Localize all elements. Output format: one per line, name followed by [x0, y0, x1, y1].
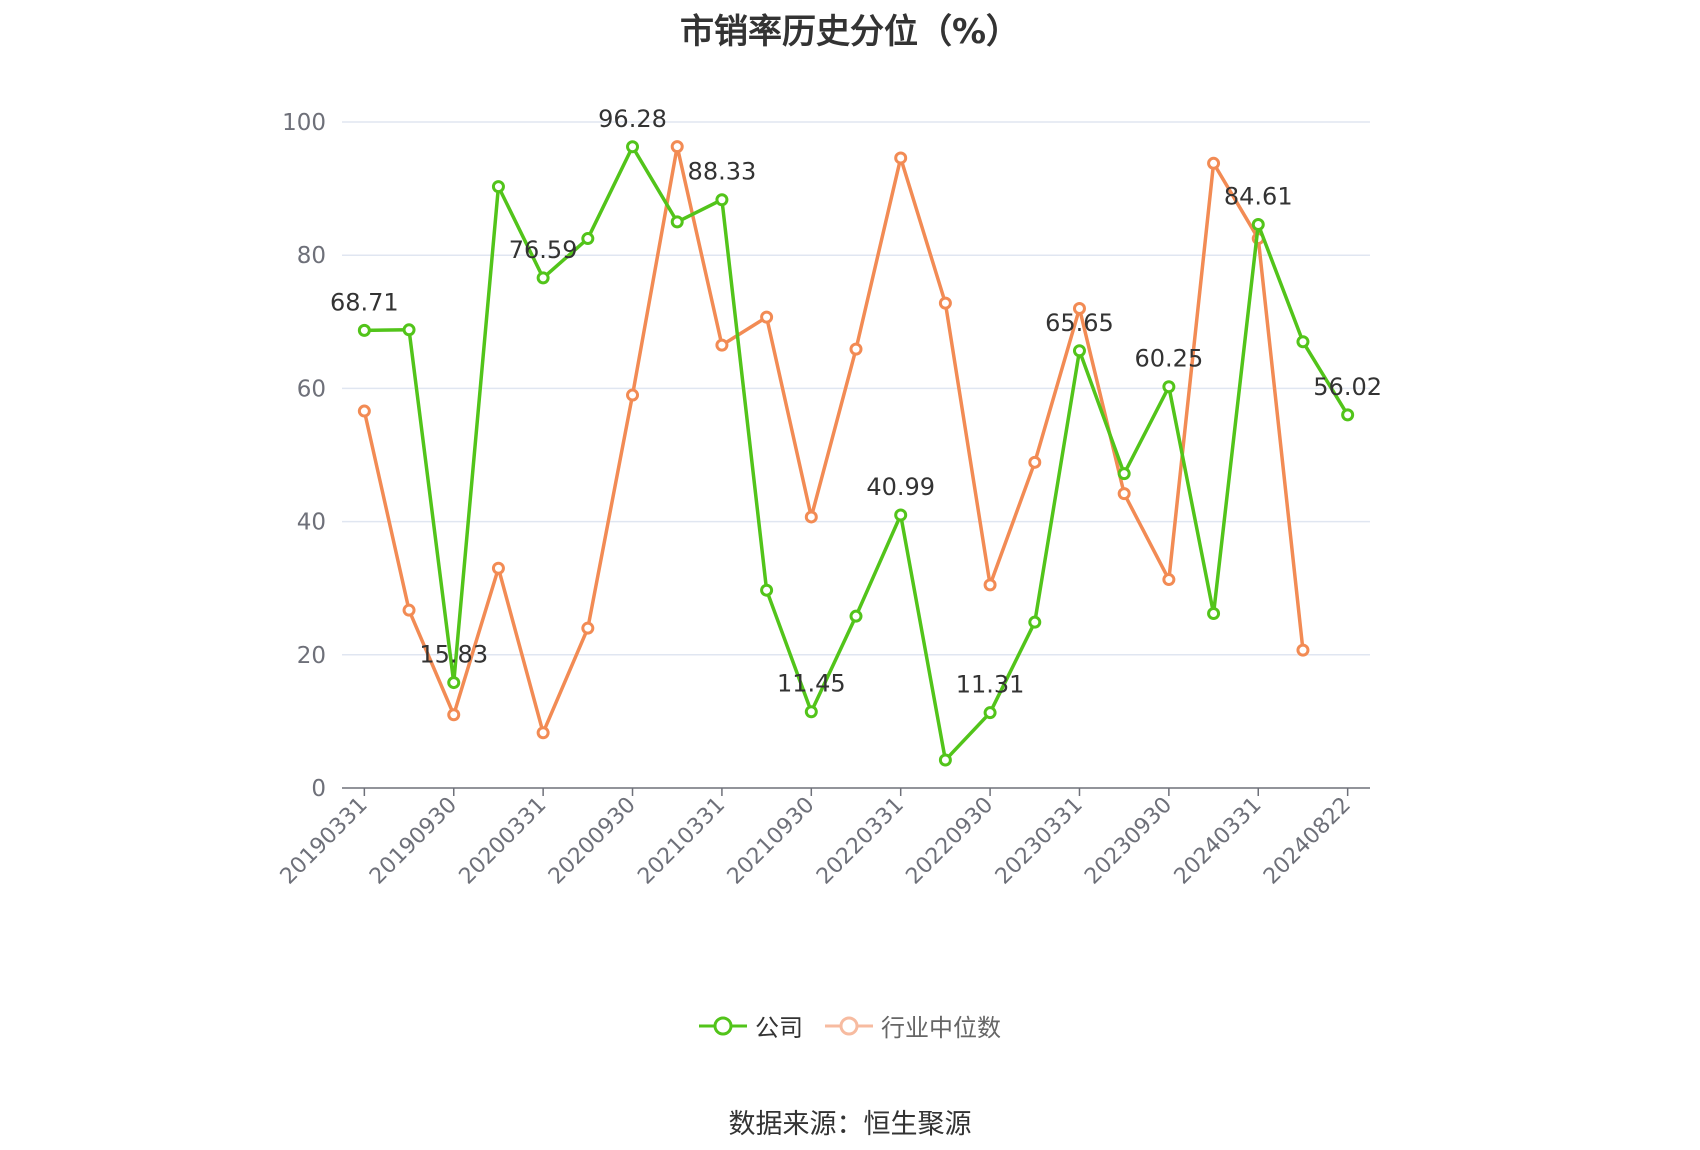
data-point: [491, 561, 505, 575]
x-tick-label: 20230331: [991, 793, 1088, 890]
data-point: [670, 140, 684, 154]
data-label: 40.99: [866, 473, 935, 501]
legend-label-company: 公司: [755, 1014, 803, 1042]
x-tick-label: 20190331: [276, 793, 373, 890]
x-tick-label: 20200930: [544, 793, 641, 890]
data-point: [670, 215, 684, 229]
chart-title: 市销率历史分位（%）: [679, 12, 1021, 52]
y-tick-label: 80: [297, 243, 326, 269]
data-point: [894, 151, 908, 165]
data-label: 56.02: [1313, 373, 1382, 401]
x-tick-label: 20220331: [812, 793, 909, 890]
data-labels: 68.71 15.83 76.59 96.28 88.33 11.45 40.99 11.31…: [330, 105, 1382, 699]
data-point: [357, 323, 371, 337]
data-point: [1117, 467, 1131, 481]
data-point: [581, 621, 595, 635]
data-point: [1117, 487, 1131, 501]
data-point: [894, 508, 908, 522]
data-point: [715, 193, 729, 207]
data-point: [402, 603, 416, 617]
data-point: [1028, 615, 1042, 629]
y-tick-label: 60: [297, 376, 326, 402]
data-point: [536, 271, 550, 285]
data-point: [536, 726, 550, 740]
y-tick-label: 20: [297, 643, 326, 669]
data-point: [626, 140, 640, 154]
data-point: [1207, 156, 1221, 170]
data-label: 84.61: [1224, 182, 1293, 210]
data-point: [849, 342, 863, 356]
data-point: [804, 510, 818, 524]
data-point: [804, 705, 818, 719]
grid-lines: [342, 121, 1370, 656]
series-line: [362, 144, 1305, 735]
data-point: [357, 404, 371, 418]
data-point: [1296, 643, 1310, 657]
data-point: [715, 338, 729, 352]
data-point: [1028, 455, 1042, 469]
series-lines: [357, 140, 1355, 767]
x-tick-label: 20190930: [365, 793, 462, 890]
data-point: [983, 578, 997, 592]
x-tick-label: 20240331: [1170, 793, 1267, 890]
data-point: [1296, 335, 1310, 349]
data-label: 88.33: [688, 158, 757, 186]
data-point: [849, 609, 863, 623]
data-point: [491, 180, 505, 194]
legend-marker-company: [699, 1016, 747, 1035]
legend-item-industry-median[interactable]: 行业中位数: [825, 1008, 1001, 1043]
data-label: 60.25: [1135, 345, 1204, 373]
data-point: [626, 388, 640, 402]
data-label: 65.65: [1045, 309, 1114, 337]
x-tick-label: 20230930: [1080, 793, 1177, 890]
data-point: [1072, 301, 1086, 315]
data-label: 11.45: [777, 670, 846, 698]
y-tick-label: 100: [282, 110, 326, 136]
data-point: [402, 323, 416, 337]
legend-label-industry-median: 行业中位数: [881, 1014, 1001, 1042]
data-point: [1251, 217, 1265, 231]
source-note: 数据来源：恒生聚源: [728, 1109, 972, 1140]
data-point: [1162, 380, 1176, 394]
x-tick-label: 20220930: [901, 793, 998, 890]
data-point: [760, 310, 774, 324]
data-point: [938, 753, 952, 767]
data-label: 68.71: [330, 288, 399, 316]
data-point: [447, 676, 461, 690]
data-label: 15.83: [419, 641, 488, 669]
y-tick-label: 0: [311, 776, 326, 802]
data-label: 96.28: [598, 105, 667, 133]
data-point: [1072, 344, 1086, 358]
data-point: [1162, 573, 1176, 587]
x-tick-label: 20240822: [1259, 793, 1356, 890]
data-point: [760, 583, 774, 597]
data-label: 11.31: [956, 671, 1025, 699]
x-tick-label: 20210930: [723, 793, 820, 890]
data-point: [983, 706, 997, 720]
data-point: [447, 708, 461, 722]
x-tick-label: 20200331: [455, 793, 552, 890]
legend-item-company[interactable]: 公司: [699, 1008, 803, 1043]
data-point: [581, 232, 595, 246]
data-point: [1341, 408, 1355, 422]
x-tick-label: 20210331: [633, 793, 730, 890]
legend-marker-industry-median: [825, 1016, 873, 1035]
data-point: [1207, 607, 1221, 621]
y-tick-label: 40: [297, 510, 326, 536]
legend: 公司 行业中位数: [0, 1008, 1700, 1043]
data-point: [938, 296, 952, 310]
data-label: 76.59: [509, 236, 578, 264]
